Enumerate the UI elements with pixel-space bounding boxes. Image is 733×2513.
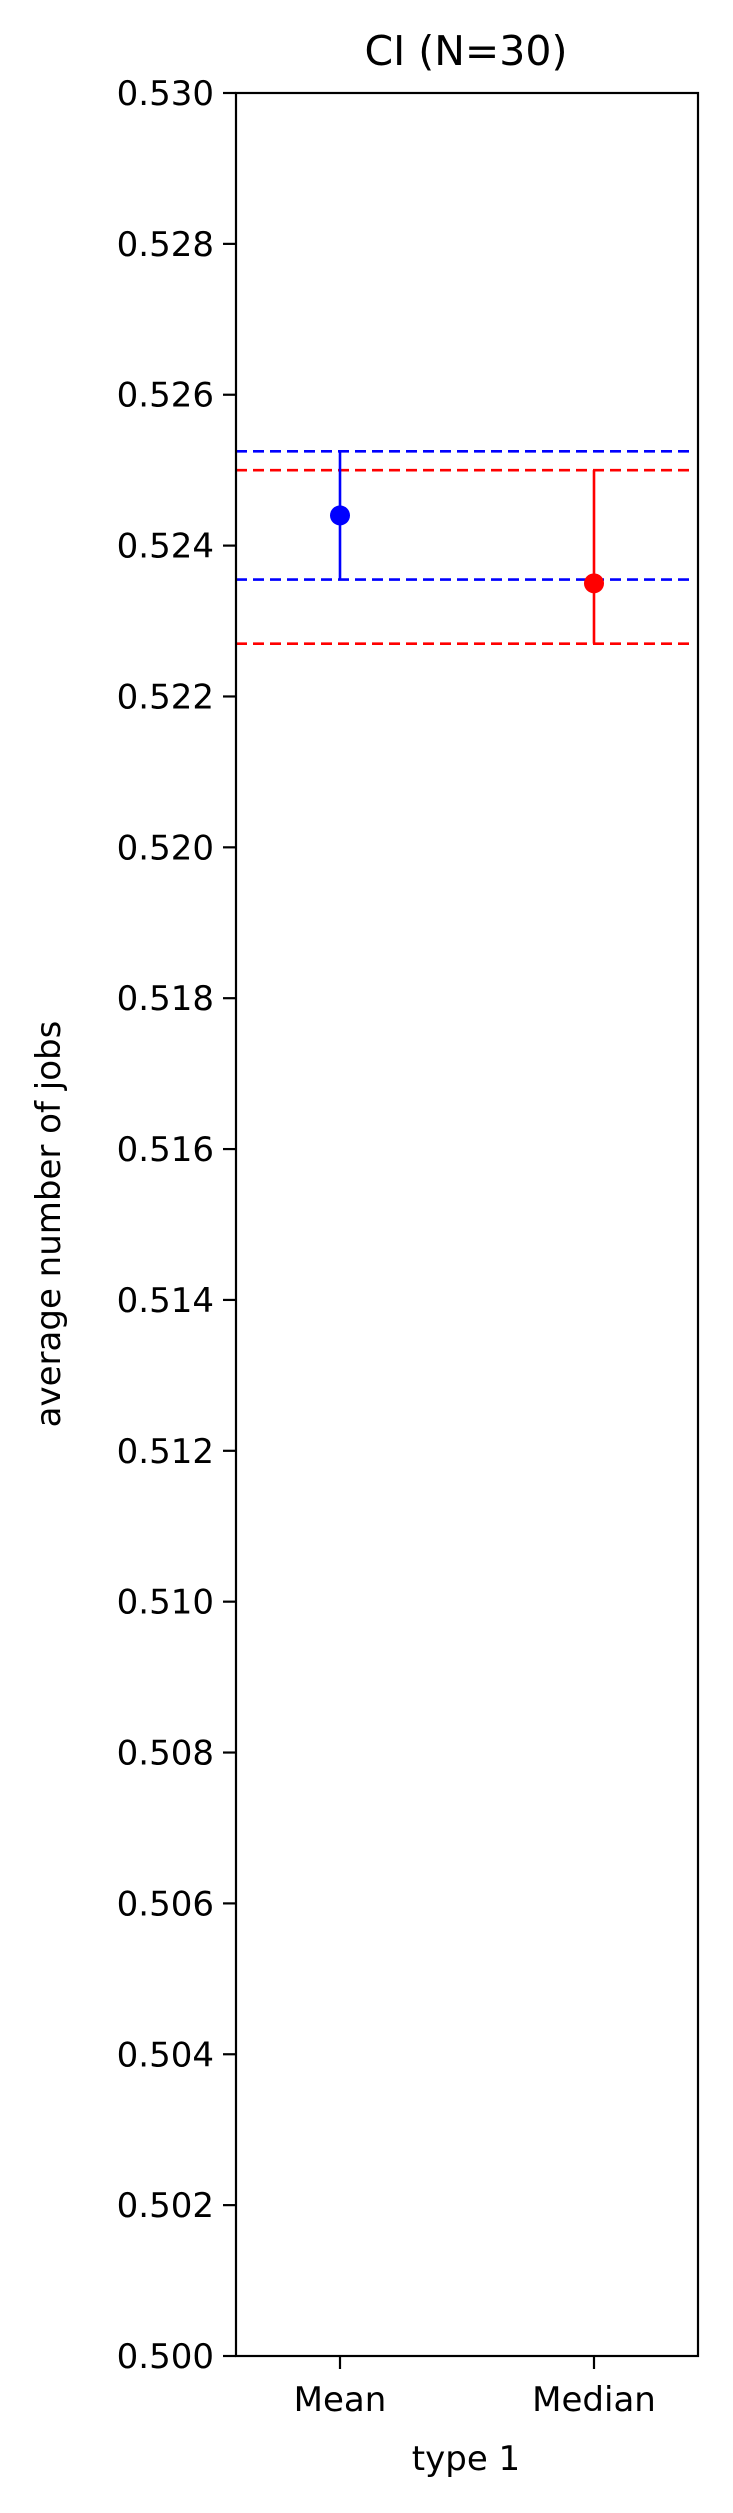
data-point	[584, 573, 604, 594]
y-tick-label: 0.506	[117, 1884, 214, 1924]
y-tick-label: 0.516	[117, 1130, 214, 1170]
x-axis-label: type 1	[412, 2439, 520, 2479]
data-points	[330, 451, 604, 644]
reference-lines	[236, 450, 690, 645]
plot-frame	[234, 91, 700, 2358]
y-tick-label: 0.518	[117, 979, 214, 1019]
y-tick-label: 0.522	[117, 677, 214, 717]
x-tick-label: Median	[532, 2380, 656, 2420]
y-tick-label: 0.524	[117, 527, 214, 567]
y-tick-label: 0.510	[117, 1583, 214, 1623]
y-tick-label: 0.500	[117, 2337, 214, 2377]
y-axis-label: average number of jobs	[29, 1021, 69, 1428]
y-tick-label: 0.526	[117, 376, 214, 416]
y-tick-label: 0.530	[117, 74, 214, 114]
y-tick-label: 0.508	[117, 1734, 214, 1774]
x-axis: Mean Median	[294, 2356, 656, 2420]
y-tick-label: 0.512	[117, 1432, 214, 1472]
y-axis: 0.500 0.502 0.504 0.506 0.508 0.510 0.512 0.514…	[117, 74, 236, 2377]
y-tick-label: 0.514	[117, 1281, 214, 1321]
x-tick-label: Mean	[294, 2380, 387, 2420]
y-tick-label: 0.504	[117, 2035, 214, 2075]
y-tick-label: 0.528	[117, 225, 214, 265]
y-tick-label: 0.520	[117, 828, 214, 868]
data-point	[330, 505, 350, 526]
chart-title: CI (N=30)	[365, 27, 568, 75]
y-tick-label: 0.502	[117, 2186, 214, 2226]
